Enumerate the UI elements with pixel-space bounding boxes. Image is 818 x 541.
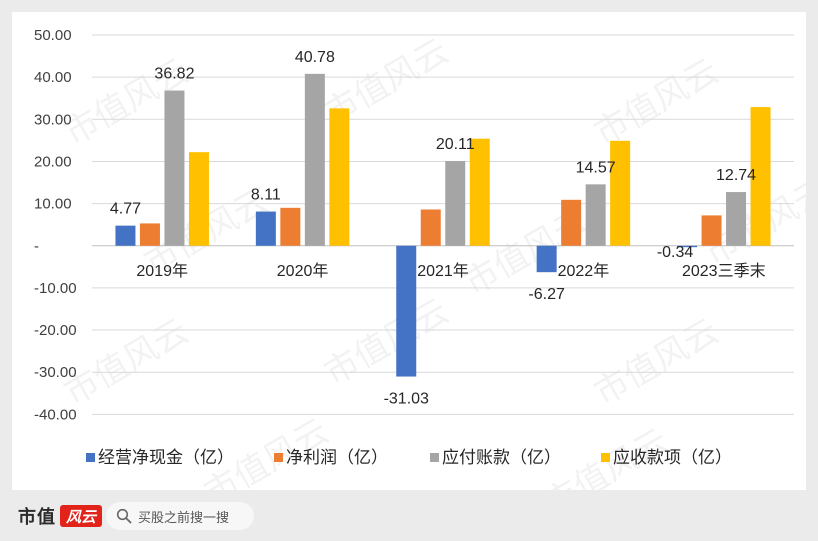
y-tick-label: -40.00 — [34, 406, 77, 423]
gridlines — [92, 34, 794, 415]
data-label: 8.11 — [251, 187, 281, 204]
y-tick-label: -10.00 — [34, 280, 77, 297]
data-label: 40.78 — [295, 49, 335, 66]
bar — [164, 90, 185, 246]
y-tick-label: - — [34, 238, 39, 255]
data-label: 20.11 — [436, 136, 475, 153]
bar — [280, 207, 301, 246]
legend-label: 应付账款（亿） — [442, 448, 561, 467]
y-tick-label: -20.00 — [34, 322, 77, 339]
footer-bar: 市值 风云 买股之前搜一搜 — [0, 490, 818, 541]
bar — [255, 211, 276, 246]
bar — [420, 209, 441, 246]
legend-swatch — [86, 453, 95, 462]
legend-label: 应收款项（亿） — [613, 448, 732, 467]
data-label: 36.82 — [154, 66, 194, 83]
legend-label: 净利润（亿） — [286, 448, 388, 467]
brand-name: 市值 — [18, 507, 56, 527]
search-icon — [116, 508, 132, 524]
data-label: -6.27 — [528, 286, 565, 303]
data-labels: 4.77 36.82 8.11 40.78 -31.03 20.11 -6.27 14.57 -… — [110, 49, 756, 408]
y-tick-label: -30.00 — [34, 364, 77, 381]
x-tick-label: 2019年 — [136, 262, 188, 280]
data-label: -31.03 — [384, 391, 429, 408]
y-tick-label: 20.00 — [34, 153, 72, 170]
bar — [188, 152, 209, 246]
legend-swatch — [430, 453, 439, 462]
y-tick-label: 50.00 — [34, 27, 72, 44]
bar — [536, 245, 557, 273]
bar — [304, 73, 325, 246]
data-label: 12.74 — [716, 167, 756, 184]
bar — [329, 108, 350, 246]
y-tick-label: 40.00 — [34, 69, 72, 86]
bar — [469, 138, 490, 246]
y-axis-ticks: 50.00 40.00 30.00 20.00 10.00 - -10.00 -20.00 -3… — [34, 27, 77, 423]
legend-swatch — [274, 453, 283, 462]
y-tick-label: 30.00 — [34, 111, 72, 128]
brand-mark: 风云 — [60, 505, 103, 527]
legend: 经营净现金（亿） 净利润（亿） 应付账款（亿） 应收款项（亿） — [86, 448, 732, 467]
data-label: 14.57 — [576, 159, 616, 176]
legend-label: 经营净现金（亿） — [98, 448, 234, 467]
bar — [115, 225, 136, 246]
watermark-text: 市值风云 — [588, 52, 725, 153]
watermark-text: 市值风云 — [588, 312, 725, 413]
legend-swatch — [601, 453, 610, 462]
bar — [445, 160, 466, 246]
bar — [677, 245, 698, 248]
bar — [585, 184, 606, 246]
x-axis-ticks: 2019年 2020年 2021年 2022年 2023三季末 — [136, 262, 765, 280]
bar — [750, 107, 771, 246]
search-placeholder: 买股之前搜一搜 — [138, 509, 230, 525]
watermark-text: 市值风云 — [58, 312, 195, 413]
x-tick-label: 2023三季末 — [682, 262, 766, 280]
x-tick-label: 2022年 — [558, 262, 610, 280]
search-box[interactable]: 买股之前搜一搜 — [106, 502, 254, 530]
brand-logo: 市值 风云 — [18, 504, 103, 528]
data-label: 4.77 — [110, 201, 141, 218]
bar — [139, 223, 160, 246]
watermark-text: 市值风云 — [318, 292, 455, 393]
data-label: -0.34 — [657, 244, 694, 261]
y-tick-label: 10.00 — [34, 196, 72, 213]
bar — [396, 245, 417, 377]
bar — [561, 199, 582, 246]
bar — [726, 192, 747, 246]
bar — [610, 140, 631, 246]
chart-frame: 市值风云市值风云市值风云市值风云市值风云市值风云市值风云市值风云市值风云市值风云… — [12, 12, 806, 490]
bar — [701, 215, 722, 246]
x-tick-label: 2020年 — [277, 262, 329, 280]
bar-chart: 市值风云市值风云市值风云市值风云市值风云市值风云市值风云市值风云市值风云市值风云… — [34, 27, 806, 490]
bars — [115, 73, 771, 377]
x-tick-label: 2021年 — [417, 262, 469, 280]
